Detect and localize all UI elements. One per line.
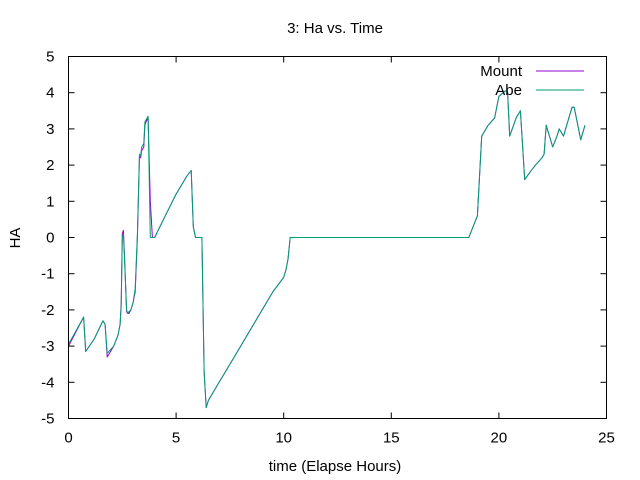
y-tick-label: -4 [41,374,54,391]
legend-label-mount: Mount [480,63,523,80]
ticks-layer: 0 5 10 15 20 25 -5 -4 -3 -2 -1 0 1 2 3 4 5 [41,49,615,447]
x-tick-label: 10 [275,430,292,447]
chart-title: 3: Ha vs. Time [287,20,383,37]
y-tick-label: -5 [41,411,54,428]
y-tick-label: 0 [46,230,54,247]
y-tick-label: 3 [46,121,54,138]
plot-frame [68,56,607,419]
y-tick-label: 5 [46,49,54,66]
y-tick-label: 4 [46,85,54,102]
y-axis-label: HA [7,228,24,249]
y-tick-label: 2 [46,157,54,174]
series-layer [68,90,586,409]
x-axis-label: time (Elapse Hours) [269,458,402,475]
y-tick-label: -1 [41,266,54,283]
x-tick-label: 20 [491,430,508,447]
legend-label-abe: Abe [495,82,522,99]
series-line-mount [68,90,586,409]
x-tick-label: 0 [64,430,72,447]
y-tick-label: -3 [41,338,54,355]
y-tick-label: 1 [46,193,54,210]
series-line-abe [68,90,586,409]
x-tick-label: 15 [383,430,400,447]
legend: Mount Abe [480,63,584,99]
x-tick-label: 25 [598,430,615,447]
x-tick-label: 5 [172,430,180,447]
y-tick-label: -2 [41,302,54,319]
